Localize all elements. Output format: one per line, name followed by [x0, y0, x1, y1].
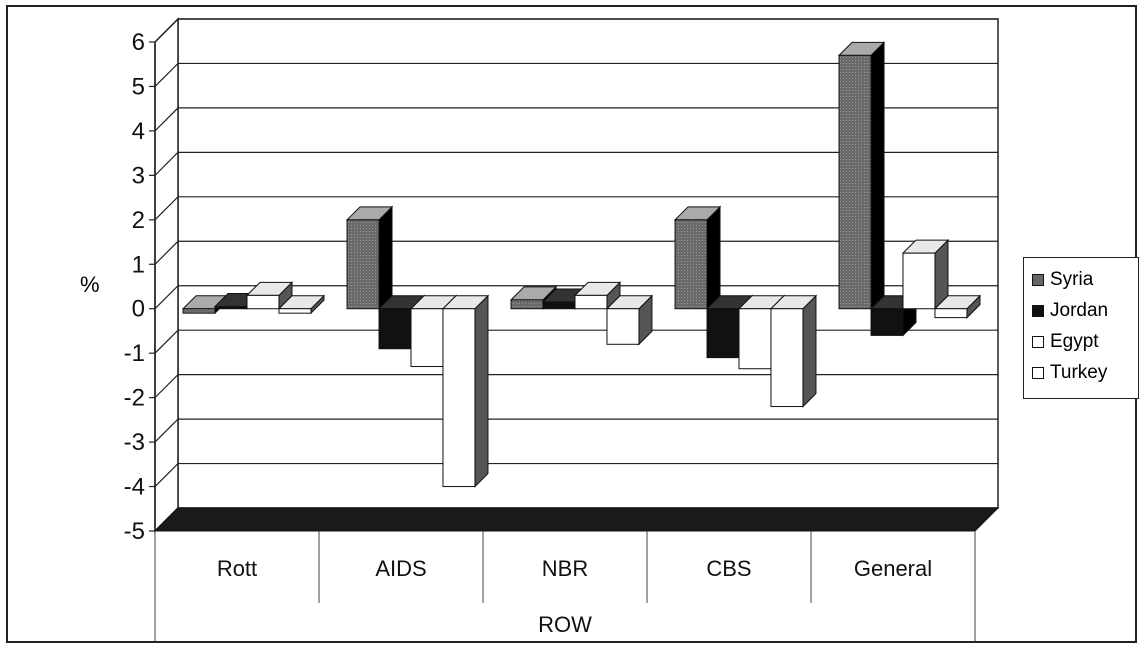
- bar-side: [378, 205, 393, 310]
- y-tick-label: 1: [132, 251, 145, 278]
- y-tick-label: 4: [132, 118, 145, 145]
- gridline: [154, 285, 998, 310]
- legend-label: Jordan: [1050, 299, 1109, 321]
- legend: Syria Jordan Egypt Turkey: [1023, 257, 1139, 399]
- bar: [182, 308, 216, 314]
- y-tick-label: 3: [132, 162, 145, 189]
- legend-item-jordan: Jordan: [1024, 295, 1138, 326]
- bar: [410, 308, 444, 368]
- bar: [542, 301, 576, 310]
- bar: [510, 299, 544, 310]
- bar: [278, 308, 312, 314]
- gridline: [154, 62, 998, 87]
- gridline: [154, 107, 998, 132]
- category-table: Rott AIDS NBR CBS General ROW: [154, 531, 976, 641]
- bar: [214, 306, 248, 310]
- gridline: [154, 462, 998, 487]
- gridline: [154, 151, 998, 176]
- bar: [902, 252, 936, 310]
- y-tick-label: -2: [124, 385, 145, 412]
- gridline: [154, 240, 998, 265]
- y-tick-label: 5: [132, 73, 145, 100]
- bar: [442, 308, 476, 488]
- gridline: [154, 418, 998, 443]
- y-tick-label: 0: [132, 296, 145, 323]
- bar: [870, 308, 904, 336]
- y-tick-label: 2: [132, 207, 145, 234]
- bar-side: [802, 294, 817, 408]
- legend-label: Turkey: [1050, 361, 1108, 383]
- y-tick-label: 6: [132, 29, 145, 56]
- y-axis-label: %: [80, 272, 100, 297]
- floor-plane: [153, 507, 1000, 532]
- bar: [246, 294, 280, 310]
- y-tick-label: -3: [124, 429, 145, 456]
- bar-side: [870, 41, 885, 310]
- bar: [838, 54, 872, 310]
- legend-swatch-turkey: [1032, 366, 1044, 379]
- gridline: [154, 18, 998, 43]
- bar: [606, 308, 640, 345]
- y-axis-ticks: -5 -4 -3 -2 -1 0 1 2 3 4 5 6: [124, 29, 156, 545]
- bars: [181, 41, 982, 488]
- side-wall: [154, 17, 179, 533]
- x-axis-label: ROW: [538, 612, 592, 637]
- legend-swatch-syria: [1032, 273, 1044, 286]
- y-tick-label: -4: [124, 474, 145, 501]
- x-category-label: NBR: [542, 556, 588, 581]
- gridlines: [154, 18, 998, 532]
- legend-swatch-egypt: [1032, 335, 1044, 348]
- legend-item-syria: Syria: [1024, 264, 1138, 295]
- gridline: [154, 196, 998, 221]
- legend-item-turkey: Turkey: [1024, 357, 1138, 388]
- bar: [378, 308, 412, 350]
- legend-label: Syria: [1050, 268, 1094, 290]
- x-category-label: General: [854, 556, 932, 581]
- bar-side: [474, 294, 489, 488]
- bar-side: [706, 205, 721, 310]
- x-category-label: CBS: [706, 556, 751, 581]
- legend-swatch-jordan: [1032, 304, 1044, 317]
- bar: [738, 308, 772, 370]
- bar: [934, 308, 968, 319]
- bar: [346, 219, 380, 310]
- bar: [674, 219, 708, 310]
- y-tick-label: -5: [124, 518, 145, 545]
- bar: [770, 308, 804, 408]
- x-category-label: AIDS: [375, 556, 426, 581]
- gridline: [154, 374, 998, 399]
- x-category-label: Rott: [217, 556, 257, 581]
- legend-label: Egypt: [1050, 330, 1099, 352]
- bar: [706, 308, 740, 359]
- chart-floor: [153, 507, 1000, 532]
- y-tick-label: -1: [124, 340, 145, 367]
- bar: [574, 294, 608, 310]
- legend-item-egypt: Egypt: [1024, 326, 1138, 357]
